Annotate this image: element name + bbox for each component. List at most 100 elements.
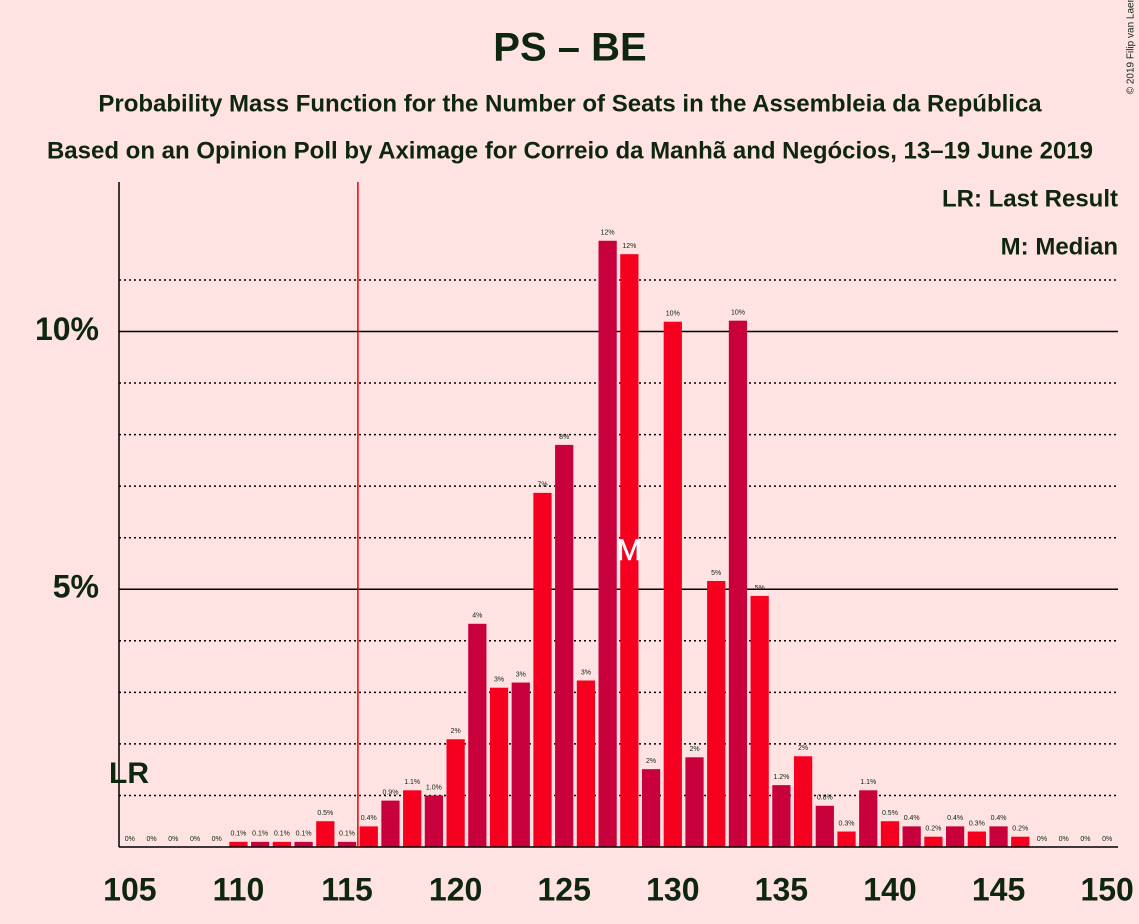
value-label: 5%	[711, 570, 721, 577]
x-tick-label: 110	[213, 871, 265, 907]
value-label: 1.2%	[773, 774, 789, 781]
value-label: 0%	[1037, 836, 1047, 843]
bar	[750, 595, 769, 847]
value-label: 8%	[559, 434, 569, 441]
bar	[641, 769, 661, 847]
value-label: 2%	[451, 728, 461, 735]
bar	[924, 836, 943, 847]
legend-entry: LR: Last Result	[942, 185, 1118, 212]
x-tick-label: 150	[1080, 871, 1133, 907]
bar	[902, 826, 921, 847]
value-label: 1.0%	[426, 784, 442, 791]
value-label: 0%	[1059, 836, 1069, 843]
value-label: 0.1%	[296, 831, 312, 838]
value-label: 0%	[1102, 836, 1112, 843]
value-label: 0.1%	[252, 831, 268, 838]
value-label: 0.4%	[361, 815, 377, 822]
x-tick-label: 135	[755, 871, 808, 907]
bar	[403, 790, 422, 847]
bar	[489, 687, 509, 847]
value-label: 0.4%	[991, 815, 1007, 822]
bar	[576, 680, 596, 847]
bar	[555, 444, 574, 847]
bar	[880, 821, 900, 847]
value-label: 0%	[147, 836, 157, 843]
bar	[772, 785, 791, 847]
bar	[707, 581, 726, 847]
bar	[620, 254, 639, 848]
x-tick-label: 115	[321, 871, 373, 907]
bar	[294, 841, 313, 847]
value-label: 0.1%	[230, 831, 246, 838]
last-result-label: LR	[109, 757, 149, 790]
value-label: 3%	[494, 677, 504, 684]
bar	[945, 826, 965, 847]
bar	[468, 623, 487, 847]
value-label: 0.9%	[382, 789, 398, 796]
value-label: 0.4%	[947, 815, 963, 822]
value-label: 10%	[731, 310, 745, 317]
value-label: 5%	[755, 585, 765, 592]
y-tick-label: 5%	[53, 569, 99, 605]
value-label: 0.5%	[882, 810, 898, 817]
value-label: 0.2%	[925, 826, 941, 833]
x-tick-label: 140	[863, 871, 916, 907]
y-tick-label: 10%	[35, 311, 99, 347]
value-label: 0%	[125, 836, 135, 843]
value-label: 0.3%	[839, 820, 855, 827]
bar	[316, 821, 335, 847]
bar	[533, 492, 552, 847]
bar	[663, 321, 682, 847]
value-label: 0.3%	[969, 820, 985, 827]
bar	[359, 826, 378, 847]
bar	[251, 841, 270, 847]
value-label: 0.5%	[317, 810, 333, 817]
bar	[859, 790, 878, 847]
x-tick-label: 120	[429, 871, 482, 907]
value-label: 4%	[472, 613, 482, 620]
value-label: 2%	[646, 758, 656, 765]
value-label: 0.4%	[904, 815, 920, 822]
value-label: 12%	[622, 243, 636, 250]
bar	[446, 739, 465, 847]
bar	[381, 800, 400, 847]
subtitle: Probability Mass Function for the Number…	[98, 90, 1042, 117]
value-label: 0%	[190, 836, 200, 843]
x-tick-label: 105	[103, 871, 156, 907]
bar	[511, 682, 530, 847]
bar	[337, 841, 357, 847]
value-label: 0%	[212, 836, 222, 843]
bar	[229, 841, 248, 847]
bar	[424, 795, 444, 847]
value-label: 0.8%	[817, 795, 833, 802]
value-label: 10%	[666, 311, 680, 318]
bar	[967, 831, 986, 847]
value-label: 7%	[537, 482, 547, 489]
bar	[598, 240, 617, 847]
bar	[815, 805, 834, 847]
bar	[272, 841, 292, 847]
value-label: 0%	[1080, 836, 1090, 843]
value-label: 1.1%	[860, 779, 876, 786]
bar	[837, 831, 856, 847]
bar	[728, 320, 748, 847]
value-label: 0%	[168, 836, 178, 843]
chart-title: PS – BE	[493, 26, 646, 70]
value-label: 3%	[581, 669, 591, 676]
value-label: 2%	[689, 746, 699, 753]
bar	[685, 757, 704, 847]
legend-entry: M: Median	[1001, 233, 1118, 260]
value-label: 0.2%	[1012, 826, 1028, 833]
bar	[1011, 836, 1030, 847]
x-tick-label: 130	[646, 871, 699, 907]
value-label: 1.1%	[404, 779, 420, 786]
value-label: 0.1%	[274, 831, 290, 838]
bar	[793, 756, 813, 847]
value-label: 0.1%	[339, 831, 355, 838]
x-tick-label: 125	[538, 871, 591, 907]
x-tick-label: 145	[972, 871, 1025, 907]
copyright: © 2019 Filip van Laenen	[1126, 0, 1137, 94]
value-label: 12%	[601, 230, 615, 237]
value-label: 2%	[798, 745, 808, 752]
